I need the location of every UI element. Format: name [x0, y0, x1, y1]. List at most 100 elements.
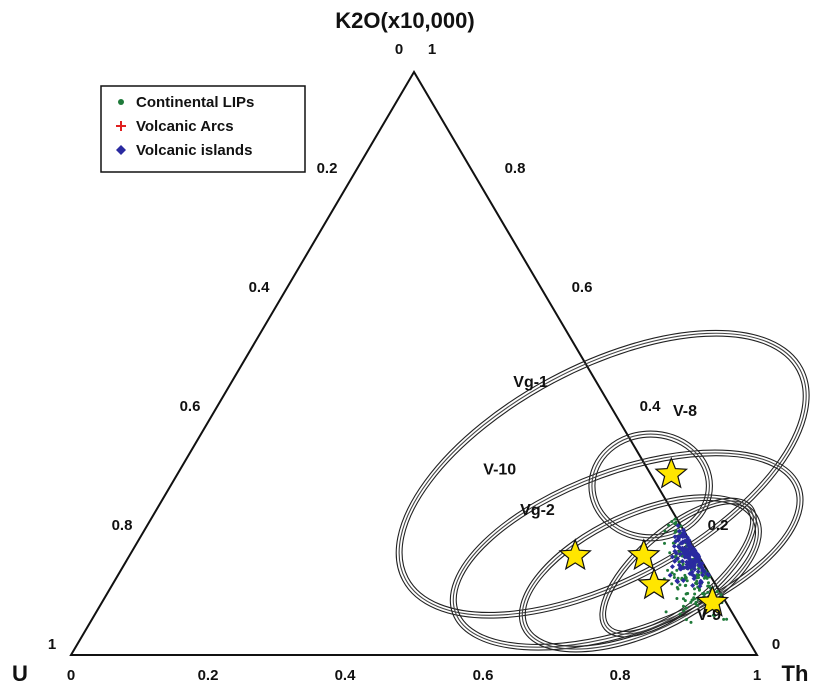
legend-marker-volcanic-arcs — [116, 121, 126, 131]
continental-lips-point — [696, 576, 700, 580]
continental-lips-point — [702, 592, 706, 596]
bottom-tick-0.8: 0.8 — [610, 667, 631, 684]
volcanic-islands-point — [697, 583, 703, 589]
bottom-tick-0.6: 0.6 — [473, 667, 494, 684]
continental-lips-point — [725, 617, 729, 621]
volcanic-islands-point — [682, 538, 688, 544]
region-vg-2-outline-2 — [524, 499, 757, 647]
continental-lips-point — [683, 584, 687, 588]
right-tick-0.2: 0.2 — [708, 517, 729, 534]
continental-lips-point — [666, 568, 670, 572]
volcanic-islands-point — [695, 569, 701, 575]
sample-stars — [558, 456, 730, 617]
continental-lips-point — [715, 589, 719, 593]
volcanic-islands-point — [673, 550, 679, 556]
volcanic-islands-point — [683, 553, 689, 559]
volcanic-islands-point — [672, 534, 678, 540]
region-v-9-outline-1 — [602, 500, 755, 635]
volcanic-islands-point — [669, 564, 675, 570]
volcanic-islands-point — [686, 537, 692, 543]
data-points — [662, 517, 729, 624]
continental-lips-point — [694, 600, 698, 604]
bottom-tick-0: 0 — [67, 667, 75, 684]
continental-lips-point — [672, 572, 676, 576]
right-tick-0.4: 0.4 — [640, 398, 662, 415]
volcanic-islands-point — [700, 572, 706, 578]
volcanic-islands-point — [679, 558, 685, 564]
volcanic-islands-point — [672, 558, 678, 564]
volcanic-islands-point — [680, 577, 686, 583]
continental-lips-point — [686, 592, 690, 596]
volcanic-islands-point — [693, 557, 699, 563]
volcanic-islands-point — [685, 565, 691, 571]
continental-lips-point — [671, 541, 675, 545]
left-tick-0.8: 0.8 — [112, 517, 133, 534]
volcanic-islands-point — [688, 558, 694, 564]
volcanic-islands-point — [706, 572, 712, 578]
legend: Continental LIPs Volcanic Arcs Volcanic … — [100, 85, 306, 173]
left-tick-0.4: 0.4 — [249, 279, 271, 296]
continental-lips-point — [690, 598, 694, 602]
volcanic-islands-point — [690, 582, 696, 588]
continental-lips-point — [693, 592, 697, 596]
continental-lips-point — [685, 579, 689, 583]
continental-lips-point — [692, 587, 696, 591]
region-v-9-outline-0 — [599, 497, 757, 638]
continental-lips-point — [681, 597, 685, 601]
continental-lips-point — [683, 599, 687, 603]
region-v-10-label: V-10 — [483, 461, 516, 478]
region-vg-1-outline-1 — [398, 332, 807, 616]
region-v-9-outline-2 — [604, 503, 752, 632]
volcanic-islands-point — [693, 550, 699, 556]
apex-tick-1: 1 — [428, 41, 436, 58]
continental-lips-point — [676, 587, 680, 591]
continental-lips-point — [706, 581, 710, 585]
legend-box — [100, 85, 306, 173]
volcanic-islands-point — [671, 543, 677, 549]
volcanic-islands-point — [673, 538, 679, 544]
volcanic-islands-point — [696, 562, 702, 568]
region-v-9-label: V-9 — [697, 607, 721, 624]
apex-tick-0: 0 — [395, 41, 403, 58]
continental-lips-point — [675, 597, 679, 601]
continental-lips-point — [684, 576, 688, 580]
continental-lips-point — [692, 596, 696, 600]
continental-lips-point — [705, 576, 709, 580]
sample-star-2 — [558, 538, 592, 571]
continental-lips-point — [706, 584, 710, 588]
continental-lips-point — [706, 590, 710, 594]
sample-star-4 — [637, 567, 671, 600]
region-vg-1-outline-0 — [395, 329, 810, 619]
continental-lips-point — [670, 582, 674, 586]
continental-lips-point — [689, 600, 693, 604]
continental-lips-point — [667, 523, 671, 527]
continental-lips-point — [672, 576, 676, 580]
vertex-label-u: U — [12, 661, 28, 686]
region-vg-1-label: Vg-1 — [513, 374, 548, 391]
volcanic-islands-point — [691, 561, 697, 567]
region-v-8-outline-1 — [591, 433, 710, 539]
region-ellipses — [395, 329, 810, 653]
continental-lips-point — [682, 609, 686, 613]
legend-label-continental-lips: Continental LIPs — [136, 94, 254, 111]
volcanic-islands-point — [669, 554, 675, 560]
continental-lips-point — [673, 522, 677, 526]
bottom-tick-1: 1 — [753, 667, 761, 684]
region-vg-2-outline-1 — [521, 497, 759, 650]
sample-star-5 — [695, 584, 730, 617]
volcanic-islands-point — [698, 578, 704, 584]
continental-lips-point — [722, 617, 726, 621]
volcanic-islands-point — [685, 549, 691, 555]
continental-lips-point — [684, 618, 688, 622]
continental-lips-point — [695, 573, 699, 577]
vertex-label-th: Th — [782, 661, 809, 686]
volcanic-islands-point — [688, 561, 694, 567]
region-v-10-outline-2 — [455, 455, 798, 645]
continental-lips-point — [670, 571, 674, 575]
volcanic-islands-point — [701, 569, 707, 575]
volcanic-islands-point — [674, 578, 680, 584]
volcanic-islands-point — [678, 566, 684, 572]
legend-marker-continental-lips — [118, 99, 124, 105]
volcanic-islands-point — [677, 551, 683, 557]
